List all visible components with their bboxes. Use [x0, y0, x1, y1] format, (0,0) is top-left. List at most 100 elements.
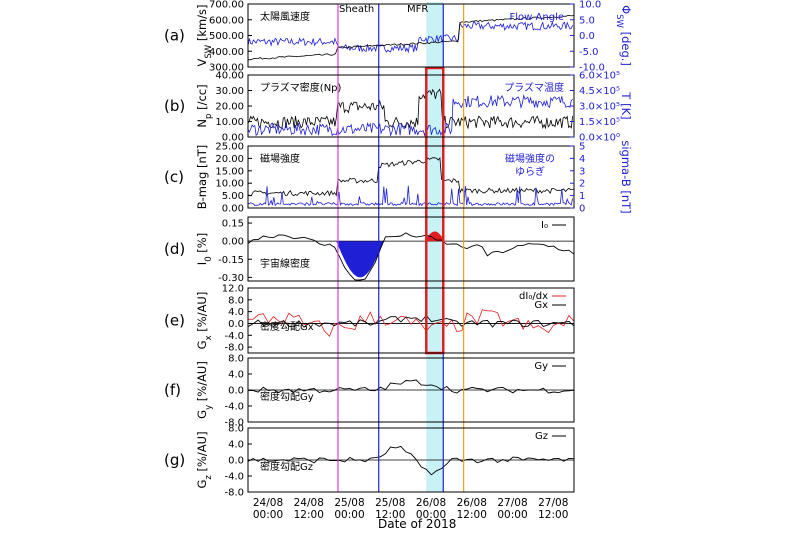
region-label-sheath: Sheath [339, 4, 374, 15]
panel-f-series [247, 379, 575, 394]
cosmic-ray-increase-fill [248, 231, 574, 242]
y-tick-label: 12.0 [222, 284, 244, 295]
panel-frame [247, 145, 575, 209]
y-tick-label: 15.00 [215, 166, 244, 177]
y-tick-label: 4.0 [228, 440, 244, 451]
panel-c-series [247, 157, 575, 207]
cosmic-ray-density-trace [247, 232, 575, 281]
velocity-flow-angle-trace [247, 20, 573, 54]
y-tick-label: 10.00 [215, 117, 244, 128]
y2-tick-label: 1 [579, 191, 585, 202]
y-tick-label: 40.00 [215, 71, 244, 82]
panel-annotation-right: Flow Angle [510, 12, 564, 23]
sigma-b-trace [247, 185, 573, 207]
y-tick-label: 30.00 [215, 86, 244, 97]
y-tick-label: -8.0 [224, 488, 244, 499]
x-axis-label: Date of 2018 [378, 517, 456, 531]
x-tick-label: 26/08 [416, 497, 446, 509]
y-axis-label: Gy [%/AU] [195, 361, 214, 419]
panel-g-series [247, 445, 575, 476]
legend-label: Gz [535, 431, 548, 442]
y-tick-label: 5.00 [222, 191, 244, 202]
x-tick-label: 00:00 [416, 509, 446, 521]
di0-dx-trace [247, 309, 575, 338]
series-layer [247, 15, 575, 476]
y-tick-label: 8.0 [228, 295, 244, 306]
y2-axis-label: ΦSW [deg.] [614, 5, 633, 66]
x-tick-label: 12:00 [457, 509, 487, 521]
y-axis-label: VSW [km/s] [195, 4, 214, 66]
plasma-temperature-trace [247, 94, 573, 137]
panel-letter-g: (g) [164, 451, 185, 469]
panel-b-series [247, 88, 573, 137]
y2-tick-label: 4 [579, 154, 585, 165]
y-tick-label: 0.0 [228, 386, 244, 397]
x-tick-label: 00:00 [334, 509, 364, 521]
y-tick-label: 20.00 [215, 154, 244, 165]
y-tick-label: 400.00 [209, 47, 244, 58]
y-tick-label: -4.0 [224, 472, 244, 483]
y2-tick-label: 2 [579, 179, 585, 190]
x-tick-label: 25/08 [375, 497, 405, 509]
y2-axis-label: sigma-B [nT] [619, 140, 633, 213]
y-tick-label: 0.0 [228, 319, 244, 330]
y-tick-label: 0.00 [222, 133, 244, 144]
x-tick-label: 12:00 [294, 509, 324, 521]
mfr-band-layer [426, 2, 444, 492]
panel-annotation-right: 磁場強度の [505, 152, 555, 165]
panel-annotation: 密度勾配Gz [260, 460, 313, 473]
y2-tick-label: -10.0 [579, 63, 605, 74]
panel-letter-e: (e) [164, 312, 185, 330]
panel-letter-f: (f) [164, 381, 181, 399]
panel-annotation: プラズマ密度(Np) [260, 81, 342, 94]
y2-tick-label: -5.0 [579, 47, 599, 58]
y2-tick-label: 0 [579, 204, 585, 215]
y-tick-label: -8.0 [224, 343, 244, 354]
y2-tick-label: 3 [579, 166, 585, 177]
y-tick-label: 600.00 [209, 15, 244, 26]
plasma-density-trace [247, 88, 573, 130]
x-tick-label: 24/08 [253, 497, 283, 509]
region-label-mfr: MFR [407, 4, 428, 15]
panel-d-series [247, 231, 575, 281]
legend-label: Gy [534, 361, 548, 372]
y-tick-label: 20.00 [215, 102, 244, 113]
x-tick-label: 00:00 [253, 509, 283, 521]
y-axis-label: Gz [%/AU] [195, 431, 214, 488]
y-tick-label: 4.0 [228, 370, 244, 381]
density-gradient-trace [247, 314, 575, 328]
panel-letter-a: (a) [164, 27, 185, 45]
panel-annotation: 密度勾配Gy [260, 390, 314, 403]
legend-label: dI₀/dx [519, 291, 548, 302]
y-axis-label: B-mag [nT] [195, 145, 209, 210]
labels-layer: (a) VSW [km/s] ΦSW [deg.] 太陽風速度 Flow Angle (b… [164, 4, 633, 488]
legend-label: I₀ [541, 220, 548, 231]
panel-annotation: 磁場強度 [260, 152, 300, 165]
x-tick-label: 00:00 [497, 509, 527, 521]
density-gradient-trace [247, 379, 575, 394]
y-axis-label: Np [/cc] [195, 84, 214, 127]
y-tick-label: -4.0 [224, 331, 244, 342]
panel-a-series [247, 15, 575, 61]
panel-annotation: 宇宙線密度 [260, 257, 310, 270]
tick-labels-layer: 700.00600.00500.00400.00300.0010.05.00.0… [209, 0, 620, 521]
x-tick-label: 25/08 [334, 497, 364, 509]
x-tick-label: 27/08 [497, 497, 527, 509]
y2-tick-label: 1.5×10⁵ [579, 117, 620, 128]
panel-annotation-right: プラズマ温度 [504, 81, 564, 94]
y-tick-label: 8.0 [228, 424, 244, 435]
y2-tick-label: 4.5×10⁵ [579, 86, 620, 97]
panel-letter-d: (d) [164, 240, 185, 258]
x-tick-label: 12:00 [538, 509, 568, 521]
y-tick-label: -0.15 [218, 255, 244, 266]
density-gradient-trace [247, 445, 575, 476]
solar-wind-speed-trace [247, 15, 575, 61]
y-axis-label: Gx [%/AU] [195, 292, 214, 350]
mfr-band [426, 2, 444, 492]
y-tick-label: 10.00 [215, 179, 244, 190]
y-tick-label: 300.00 [209, 63, 244, 74]
panel-letter-c: (c) [164, 168, 184, 186]
y-tick-label: 700.00 [209, 0, 244, 11]
panel-letter-b: (b) [164, 97, 185, 115]
panel-annotation: 密度勾配Gx [260, 320, 314, 333]
